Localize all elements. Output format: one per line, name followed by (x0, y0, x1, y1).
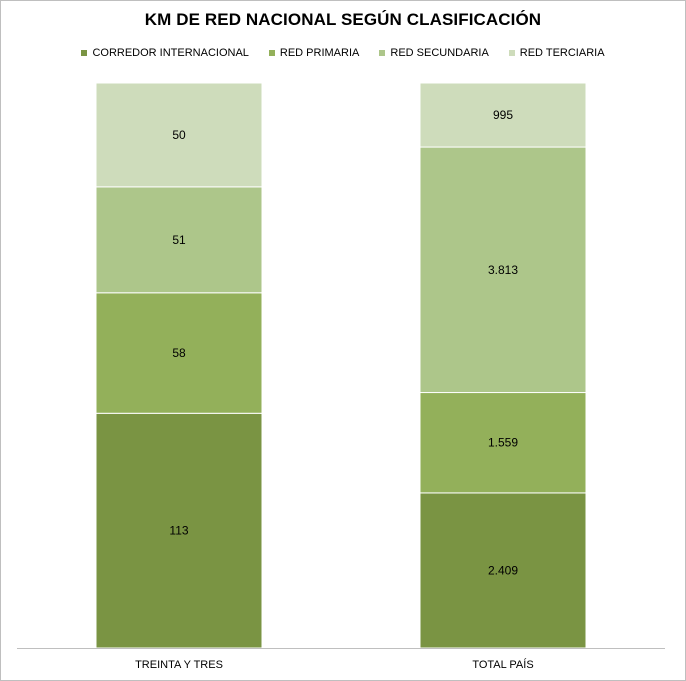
legend-swatch-corredor-internacional (81, 50, 88, 56)
legend: CORREDOR INTERNACIONAL RED PRIMARIA RED … (1, 47, 685, 59)
data-label-corredor-internacional-treinta-y-tres: 113 (169, 524, 188, 538)
bar-segment-red-terciaria-total-pais (419, 82, 587, 148)
data-label-red-primaria-total-pais: 1.559 (488, 436, 518, 450)
bar-segment-red-primaria-total-pais (419, 392, 587, 494)
bar-segment-red-primaria-treinta-y-tres (95, 292, 263, 414)
category-label-treinta-y-tres: TREINTA Y TRES (135, 659, 223, 671)
data-label-red-terciaria-total-pais: 995 (493, 108, 513, 122)
bar-segment-red-secundaria-treinta-y-tres (95, 186, 263, 294)
data-label-red-secundaria-treinta-y-tres: 51 (172, 233, 186, 247)
bar-segment-red-terciaria-treinta-y-tres (95, 82, 263, 188)
bar-segment-red-secundaria-total-pais (419, 146, 587, 394)
legend-swatch-red-primaria (268, 50, 275, 56)
legend-swatch-red-secundaria (379, 50, 386, 56)
legend-item-corredor-internacional: CORREDOR INTERNACIONAL (81, 47, 249, 59)
data-label-red-primaria-treinta-y-tres: 58 (172, 346, 186, 360)
category-label-total-pais: TOTAL PAÍS (472, 658, 533, 671)
legend-swatch-red-terciaria (508, 50, 515, 56)
legend-label-red-terciaria: RED TERCIARIA (519, 47, 605, 59)
chart-title: KM DE RED NACIONAL SEGÚN CLASIFICACIÓN (144, 10, 542, 29)
data-label-corredor-internacional-total-pais: 2.409 (488, 563, 518, 577)
legend-item-red-primaria: RED PRIMARIA (268, 47, 360, 59)
legend-label-red-secundaria: RED SECUNDARIA (390, 47, 489, 59)
legend-label-red-primaria: RED PRIMARIA (279, 47, 360, 59)
data-label-red-terciaria-treinta-y-tres: 50 (172, 128, 186, 142)
legend-item-red-secundaria: RED SECUNDARIA (379, 47, 489, 59)
legend-item-red-terciaria: RED TERCIARIA (508, 47, 605, 59)
data-label-red-secundaria-total-pais: 3.813 (488, 263, 518, 277)
legend-label-corredor-internacional: CORREDOR INTERNACIONAL (92, 47, 249, 59)
bar-segment-corredor-internacional-total-pais (419, 492, 587, 649)
